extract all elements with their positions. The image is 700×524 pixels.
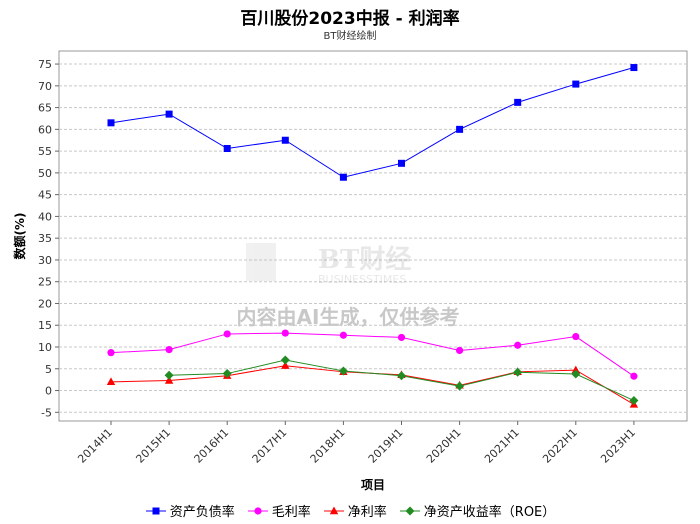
legend-item: 净资产收益率（ROE） xyxy=(399,501,555,520)
legend-marker xyxy=(152,507,160,514)
y-tick-label: 70 xyxy=(38,80,52,93)
y-tick-label: 60 xyxy=(38,123,52,136)
watermark-logo-sub: BUSINESSTIMES xyxy=(318,273,406,286)
x-axis-label: 项目 xyxy=(361,478,385,492)
data-point xyxy=(165,346,173,354)
data-point xyxy=(630,372,638,380)
legend-item: 毛利率 xyxy=(247,501,311,520)
chart-subtitle: BT财经绘制 xyxy=(323,31,377,42)
x-tick-label: 2023H1 xyxy=(598,426,638,466)
x-tick-label: 2015H1 xyxy=(133,426,173,466)
data-point xyxy=(571,369,581,379)
data-point xyxy=(281,136,289,144)
legend-item: 资产负债率 xyxy=(145,501,235,520)
series-layer xyxy=(106,64,639,408)
legend-symbol xyxy=(247,506,268,515)
series-3 xyxy=(164,355,639,406)
legend-symbol xyxy=(323,506,344,514)
y-tick-label: 75 xyxy=(38,58,52,71)
legend-marker xyxy=(405,506,415,515)
data-point xyxy=(456,346,464,355)
series-1 xyxy=(107,329,638,380)
data-point xyxy=(572,332,580,341)
chart-title: 百川股份2023中报 - 利润率 xyxy=(240,9,460,29)
data-point xyxy=(397,333,406,342)
y-axis-label: 数额(%) xyxy=(12,213,27,260)
legend-label: 资产负债率 xyxy=(169,505,235,520)
y-axis-ticks: -5 0 5 10 15 20 25 30 35 40 45 50 55 60 65 70 75 xyxy=(38,58,59,419)
data-point xyxy=(165,110,173,118)
data-point xyxy=(397,371,406,381)
plot-area xyxy=(58,50,688,422)
y-tick-label: 65 xyxy=(38,102,52,115)
series-0 xyxy=(107,64,638,181)
x-tick-label: 2016H1 xyxy=(192,426,232,466)
x-tick-label: 2022H1 xyxy=(540,426,580,466)
legend-item: 净利率 xyxy=(323,501,387,520)
y-tick-label: 25 xyxy=(38,276,52,289)
legend-marker xyxy=(329,506,338,514)
data-point xyxy=(514,98,522,106)
data-point xyxy=(630,64,638,72)
watermark-logo-text: BT财经 xyxy=(318,244,411,275)
y-tick-label: 5 xyxy=(45,363,52,376)
y-tick-label: 30 xyxy=(38,254,52,267)
data-point xyxy=(456,125,464,133)
chart-legend: 资产负债率 毛利率 净利率 净资产收益率（ROE） xyxy=(0,501,700,521)
data-point xyxy=(339,331,347,339)
x-tick-label: 2018H1 xyxy=(308,426,348,466)
legend-symbol xyxy=(145,507,166,514)
y-tick-label: 40 xyxy=(38,210,52,223)
data-point xyxy=(514,341,522,349)
y-tick-label: 10 xyxy=(38,341,52,354)
data-point xyxy=(223,145,231,153)
y-tick-label: -5 xyxy=(41,406,52,419)
y-tick-label: 35 xyxy=(38,232,52,245)
data-point xyxy=(164,376,174,384)
x-tick-label: 2019H1 xyxy=(366,426,406,466)
watermark-notice: 内容由AI生成，仅供参考 xyxy=(237,305,460,329)
legend-marker xyxy=(254,506,262,515)
data-point xyxy=(107,119,115,127)
series-line xyxy=(110,332,635,377)
data-point xyxy=(398,159,405,167)
y-tick-label: 50 xyxy=(38,167,52,180)
data-point xyxy=(513,367,523,377)
y-tick-label: 0 xyxy=(45,385,52,398)
data-point xyxy=(223,330,231,338)
x-tick-label: 2017H1 xyxy=(250,426,290,466)
x-tick-label: 2014H1 xyxy=(75,426,115,466)
x-tick-label: 2021H1 xyxy=(482,426,522,466)
data-point xyxy=(339,173,347,181)
watermark-logo-mark xyxy=(246,243,276,281)
legend-label: 毛利率 xyxy=(271,505,311,520)
legend-symbol xyxy=(399,506,420,515)
data-point xyxy=(280,355,290,365)
data-point xyxy=(455,381,465,391)
data-point xyxy=(281,329,289,337)
y-tick-label: 45 xyxy=(38,189,52,202)
data-point xyxy=(572,80,580,88)
data-point xyxy=(164,370,174,380)
data-point xyxy=(222,369,232,379)
data-point xyxy=(107,349,115,357)
y-tick-label: 55 xyxy=(38,145,52,158)
data-point xyxy=(629,396,639,406)
data-point xyxy=(338,366,348,376)
legend-label: 净利率 xyxy=(347,505,387,520)
data-point xyxy=(106,377,116,386)
series-line xyxy=(110,67,635,178)
y-tick-label: 15 xyxy=(38,319,52,332)
x-tick-label: 2020H1 xyxy=(424,426,464,466)
x-axis-ticks: 2014H1 2015H1 2016H1 2017H1 2018H1 2019H1 2020… xyxy=(75,421,638,466)
data-point xyxy=(281,361,290,369)
legend-label: 净资产收益率（ROE） xyxy=(423,505,556,520)
line-chart: BT财经 BUSINESSTIMES 内容由AI生成，仅供参考 -5 0 5 10 15… xyxy=(12,50,688,492)
y-tick-label: 20 xyxy=(38,297,52,310)
data-point xyxy=(571,365,580,374)
watermark: BT财经 BUSINESSTIMES xyxy=(246,243,411,286)
